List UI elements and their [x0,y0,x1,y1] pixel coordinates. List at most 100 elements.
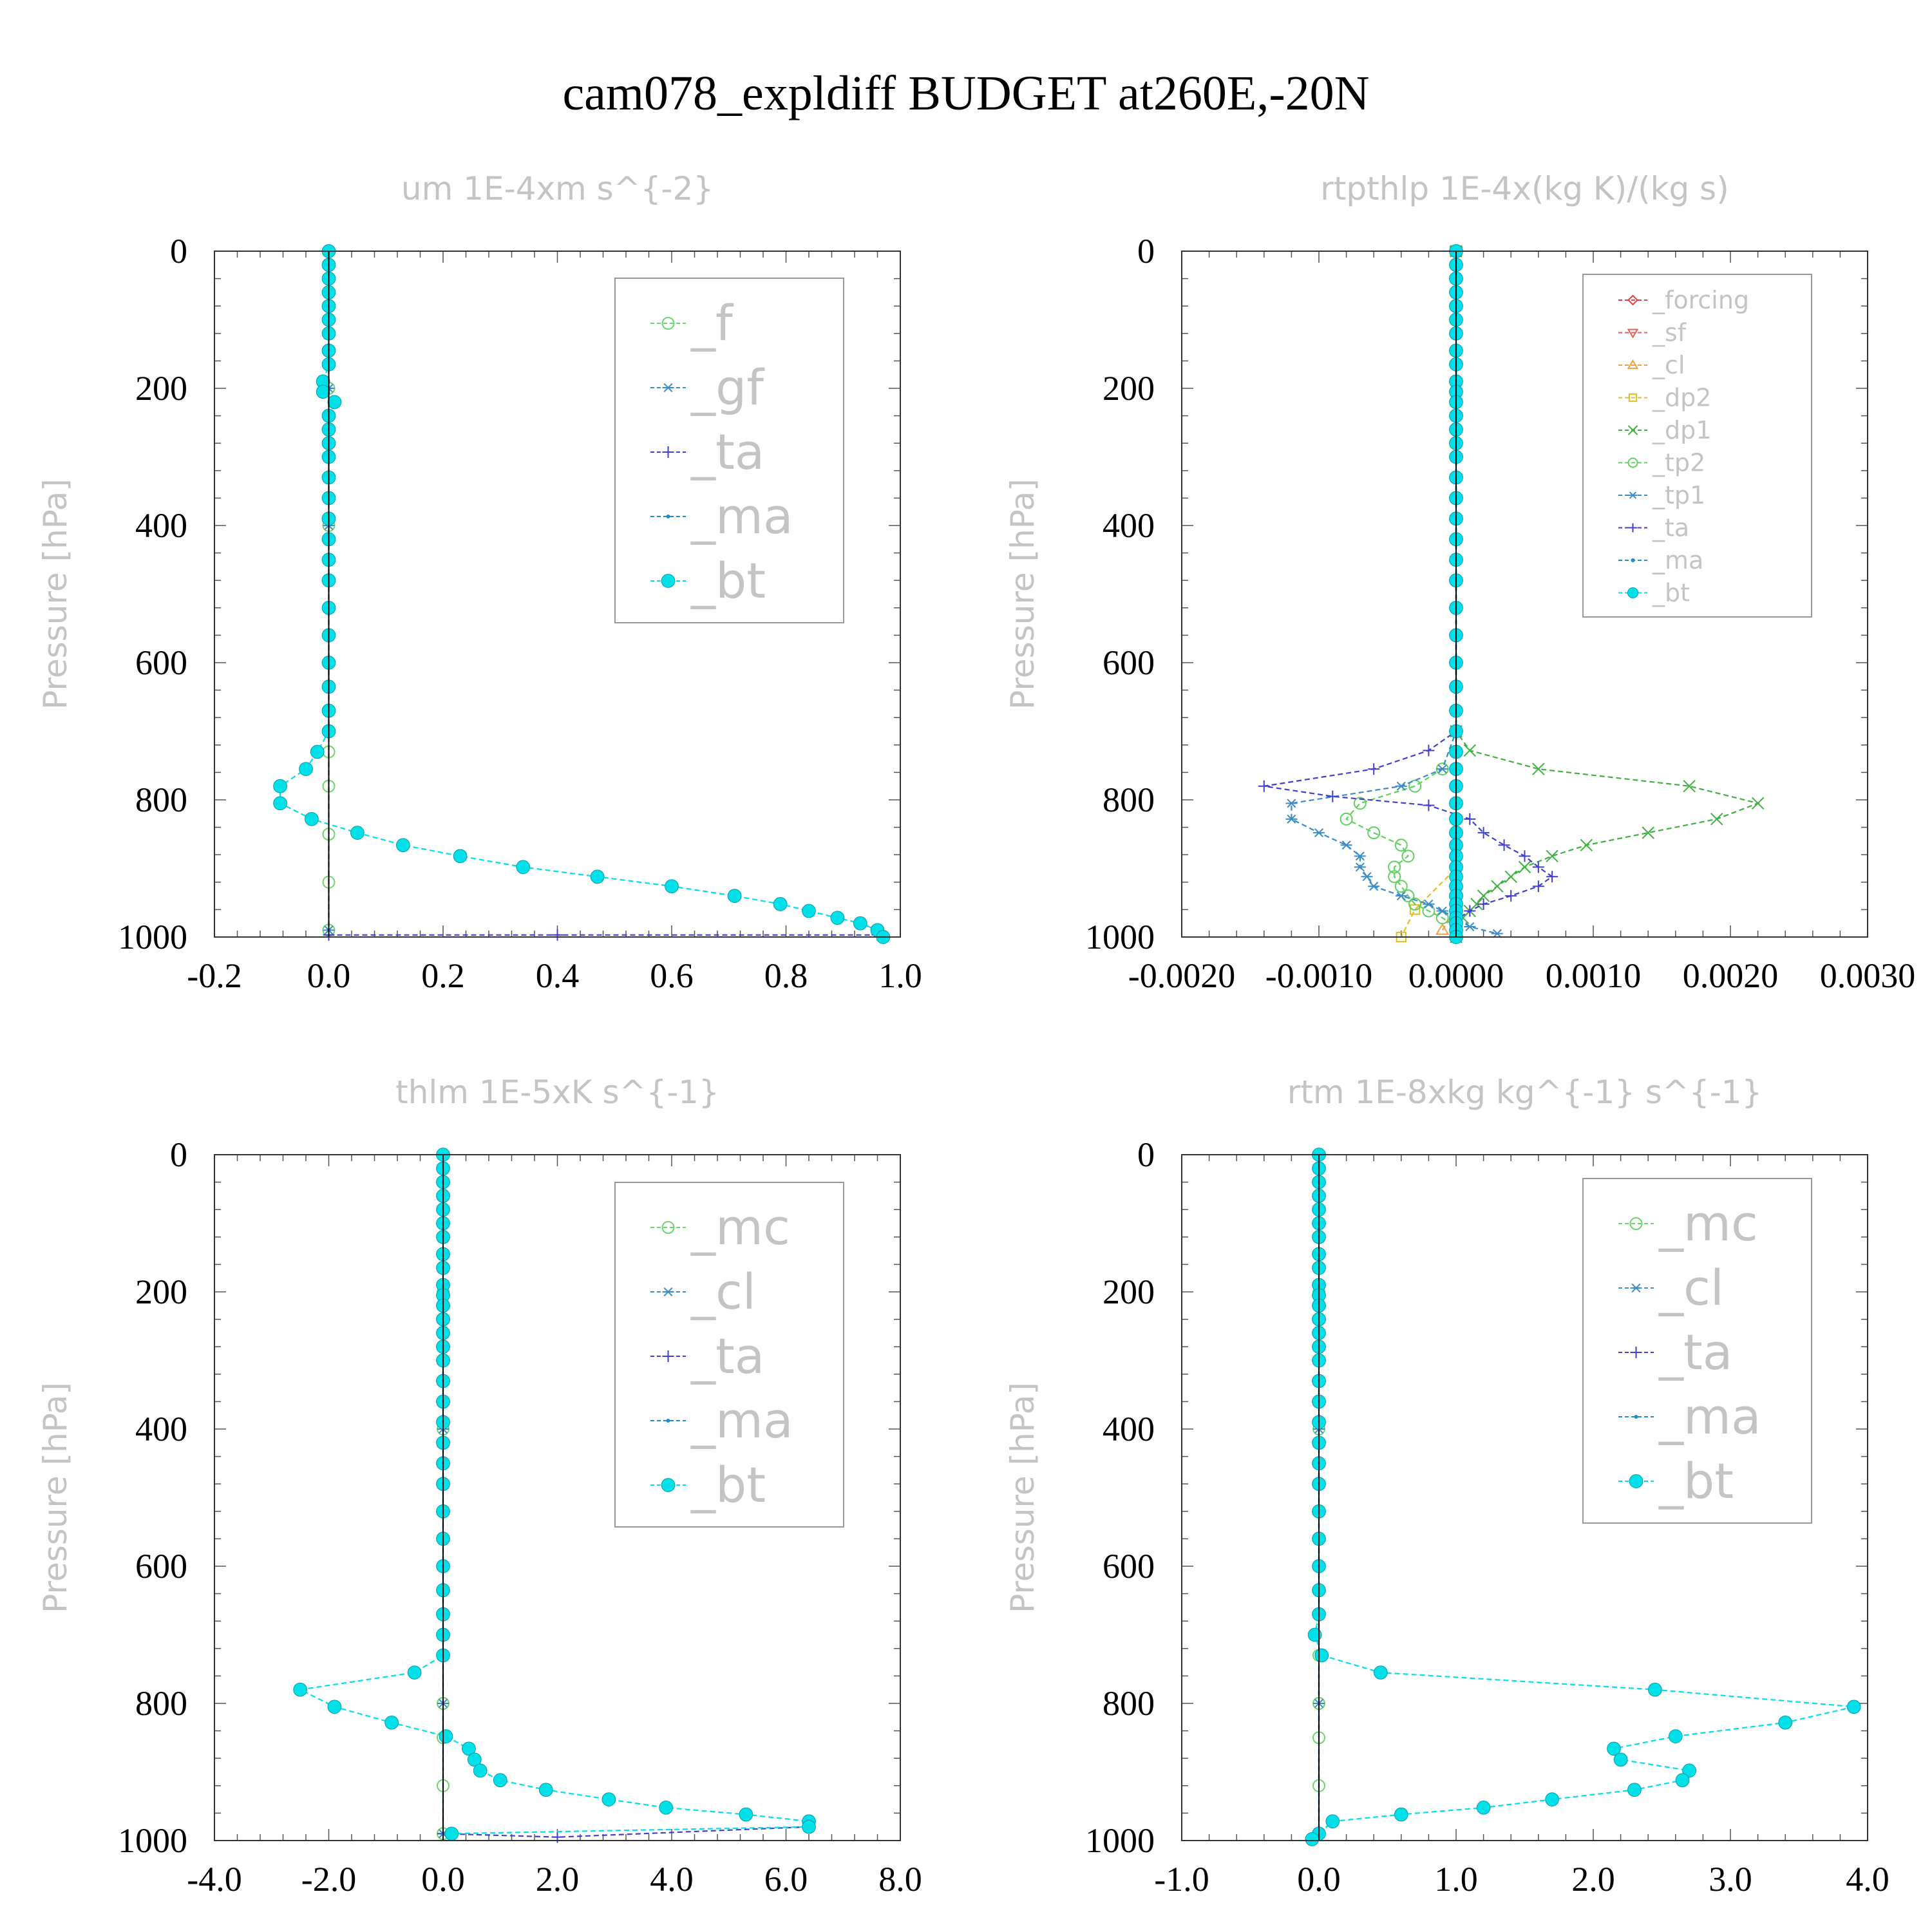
legend-marker [1628,393,1638,402]
legend-marker [662,446,674,458]
x-tick-label: 4.0 [650,1860,694,1899]
series-line-tp2 [1345,251,1457,937]
data-point-bt [1682,1763,1696,1778]
legend-label: _bt [1658,1452,1734,1510]
plot-frame [214,251,901,938]
y-tick-label: 200 [135,369,187,408]
data-point-bt [350,826,365,840]
data-point-bt [467,1752,482,1767]
data-point-bt [1305,1832,1320,1846]
data-point-bt [802,904,816,918]
data-point-tp2 [1353,797,1367,810]
plot-frame [214,1154,901,1841]
legend-label: _ma [1652,546,1703,574]
data-point-bt [1668,1729,1683,1743]
y-tick-label: 600 [1103,1547,1155,1586]
legend-box [1582,1178,1812,1524]
legend-label: _ma [1658,1388,1761,1445]
data-point-bt [396,838,410,853]
y-tick-label: 0 [1137,232,1155,270]
data-point-tp1 [1340,840,1352,850]
data-point-bt [1374,1665,1388,1680]
y-tick-label: 1000 [1085,918,1155,956]
x-tick-label: -4.0 [187,1860,242,1899]
data-point-bt [462,1741,476,1756]
data-point-dp1 [1546,849,1558,863]
series-line-tp1 [1291,251,1498,934]
x-tick-label: -2.0 [301,1860,356,1899]
x-tick-label: 0.0020 [1683,956,1779,995]
legend-label: _cl [1652,351,1685,379]
data-point-dp1 [1710,813,1723,826]
data-point-bt [1607,1741,1621,1756]
y-tick-label: 800 [135,781,187,819]
legend-marker [661,317,675,330]
data-point-ta [1423,744,1435,757]
legend-label: _sf [1652,319,1687,347]
data-point-bt [327,1700,342,1714]
legend-marker [662,1350,674,1362]
series-line-ta [1264,251,1554,937]
data-point-tp1 [1313,828,1325,838]
data-point-bt [310,744,325,759]
figure-title: cam078_expldiff BUDGET at260E,-20N [562,66,1369,120]
data-point-tp2 [1340,812,1353,826]
legend-box [614,1182,844,1528]
x-tick-label: 0.0 [1297,1860,1341,1899]
data-point-bt [1627,1783,1642,1797]
legend-marker [666,515,670,518]
data-point-bt [293,1682,307,1697]
x-tick-label: 0.0030 [1820,956,1916,995]
legend-marker [662,383,674,393]
data-point-bt [659,1801,673,1815]
chart-panel-4: rtm 1E-8xkg kg^{-1} s^{-1} Pressure [hPa]… [1004,1074,1889,1899]
data-point-tp1 [1354,862,1366,872]
legend-label: _dp2 [1652,384,1711,412]
x-tick-label: -0.0010 [1265,956,1372,995]
x-tick-label: 0.6 [650,956,694,995]
data-point-bt [853,916,867,931]
data-point-ta [1546,871,1558,883]
data-point-ta [1519,850,1531,862]
y-tick-label: 0 [170,232,187,270]
data-point-bt [453,849,468,864]
legend-label: _forcing [1652,286,1749,314]
data-point-tp1 [1491,929,1503,938]
y-tick-label: 200 [1103,1273,1155,1311]
legend-marker [1629,1217,1643,1230]
data-point-bt [473,1763,488,1778]
chart-panel-3: thlm 1E-5xK s^{-1} Pressure [hPa] -4.0 -2.0… [37,1074,922,1899]
legend: _mc _cl _ta _ma _bt [614,1182,844,1528]
data-point-dp1 [1683,779,1696,793]
data-point-bt [273,796,287,811]
legend-label: _cl [690,1263,756,1320]
data-point-bt [384,1715,399,1730]
legend-label: _ma [690,488,793,545]
data-point-bt [727,889,742,903]
series-line-ta [442,1826,810,1838]
x-tick-label: 0.2 [421,956,465,995]
x-tick-label: -1.0 [1154,1860,1209,1899]
legend-marker [1627,587,1639,599]
data-point-bt [305,811,319,826]
legend: _forcing _sf _cl _dp2 _dp1 _tp2 _tp1 _ta _ma _bt [1582,274,1812,618]
panel-title: rtm 1E-8xkg kg^{-1} s^{-1} [1287,1074,1763,1111]
legend-marker [1631,558,1635,562]
data-point-bt [739,1807,753,1822]
data-point-ta [1498,839,1510,851]
data-point-tp2 [1408,897,1422,911]
data-point-tp1 [1395,891,1407,901]
y-axis-label: Pressure [hPa] [37,478,74,710]
data-point-dp1 [1642,826,1654,839]
data-point-tp1 [1354,851,1366,861]
data-point-ta [1327,790,1339,802]
data-point-bt [1675,1773,1690,1788]
plot-frame [1181,251,1868,938]
data-point-tp1 [1368,882,1380,891]
data-point-tp2 [1401,849,1415,863]
x-tick-label: 4.0 [1846,1860,1889,1899]
data-point-dp1 [1504,870,1517,883]
legend-marker [1627,294,1638,306]
panel-title: um 1E-4xm s^{-2} [401,170,714,207]
legend-marker [1629,1474,1643,1488]
